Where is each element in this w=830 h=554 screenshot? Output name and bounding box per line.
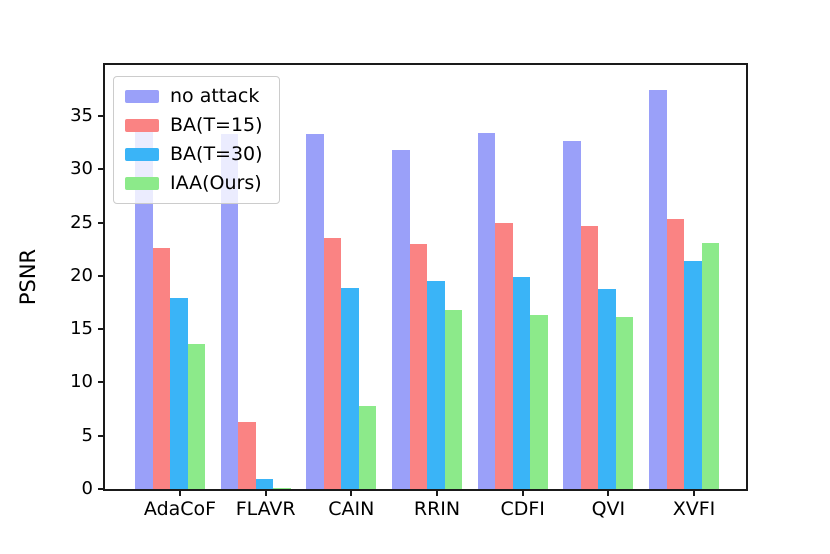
y-tick-label: 35 [70,105,93,127]
legend-entry: BA(T=30) [125,142,263,166]
x-tick-mark [264,489,267,496]
bar-rrin-ba-t-30- [427,281,445,489]
x-tick-label-flavr: FLAVR [235,498,296,520]
bar-flavr-ba-t-15- [238,421,256,489]
x-tick-mark [436,489,438,496]
bar-xvfi-ba-t-15- [666,219,685,489]
x-tick-label-rrin: RRIN [413,498,461,520]
bar-group-adacof [135,65,205,489]
legend-entry: no attack [125,85,263,108]
bar-xvfi-iaa-ours- [701,242,720,489]
y-tick-mark [98,115,105,118]
bar-xvfi-ba-t-30- [684,261,702,489]
y-tick-mark [98,168,105,171]
bar-group-rrin [392,65,462,489]
legend: no attack BA(T=15) BA(T=30) IAA(Ours) [113,76,280,205]
bar-cdfi-ba-t-15- [495,222,513,489]
x-tick-mark [179,489,181,496]
bar-cdfi-iaa-ours- [530,315,548,489]
bar-cain-ba-t-30- [341,287,359,489]
legend-label: BA(T=15) [170,113,263,136]
legend-label: BA(T=30) [170,142,263,165]
bar-adacof-ba-t-15- [152,248,170,489]
bar-cain-iaa-ours- [358,405,377,489]
x-tick-mark [607,489,610,496]
x-tick-label-qvi: QVI [591,498,626,520]
bar-flavr-no-attack [220,134,239,489]
y-tick-mark [98,221,105,224]
y-tick-label: 30 [70,158,93,180]
bar-rrin-iaa-ours- [444,310,462,489]
bar-adacof-no-attack [135,131,153,489]
y-tick-label: 25 [70,211,93,233]
legend-entry: IAA(Ours) [125,171,263,195]
bar-rrin-no-attack [392,150,410,489]
x-tick-label-cain: CAIN [328,498,375,520]
y-tick-mark [98,434,105,437]
bar-flavr-iaa-ours- [273,487,291,489]
bar-cdfi-ba-t-30- [512,277,531,489]
x-tick-label-xvfi: XVFI [672,498,716,520]
bar-group-cdfi [477,65,548,489]
x-tick-mark [521,489,524,496]
bar-flavr-ba-t-30- [255,479,274,489]
bar-qvi-no-attack [563,140,581,489]
y-tick-mark [98,274,105,277]
legend-entry: BA(T=15) [125,113,263,137]
bar-qvi-ba-t-30- [598,288,616,489]
y-tick-mark [98,328,105,331]
x-tick-mark [350,489,353,496]
y-tick-label: 15 [70,318,93,340]
bar-adacof-ba-t-30- [170,298,188,489]
legend-label: IAA(Ours) [170,171,262,194]
bar-xvfi-no-attack [649,89,667,489]
bar-rrin-ba-t-15- [409,243,427,489]
plot-area: 0 5 10 15 20 25 30 35 AdaCoF FLAVR CAIN RRIN CDFI QV… [70,63,748,519]
legend-swatch-icon [125,119,159,133]
legend-swatch-icon [125,90,159,104]
y-tick-label: 0 [81,478,93,499]
legend-swatch-icon [125,176,159,190]
legend-swatch-icon [125,148,159,162]
x-tick-label-adacof: AdaCoF [143,498,217,520]
legend-label: no attack [170,85,260,107]
y-tick-label: 5 [81,424,93,446]
y-tick-label: 20 [70,264,93,286]
x-tick-mark [693,489,696,496]
bar-cdfi-no-attack [477,133,496,489]
bar-cain-no-attack [306,134,324,489]
bar-group-qvi [563,65,634,489]
bar-group-xvfi [649,65,720,489]
y-tick-mark [98,381,105,384]
x-tick-label-cdfi: CDFI [500,498,545,520]
bar-adacof-iaa-ours- [187,344,205,489]
bar-qvi-ba-t-15- [580,225,599,489]
bar-group-cain [306,65,377,489]
y-tick-mark [98,488,105,490]
y-tick-label: 10 [70,371,93,393]
bar-group-flavr [220,65,291,489]
bar-cain-ba-t-15- [323,237,342,489]
bar-qvi-iaa-ours- [615,317,634,489]
y-axis-label: PSNR [16,248,40,306]
